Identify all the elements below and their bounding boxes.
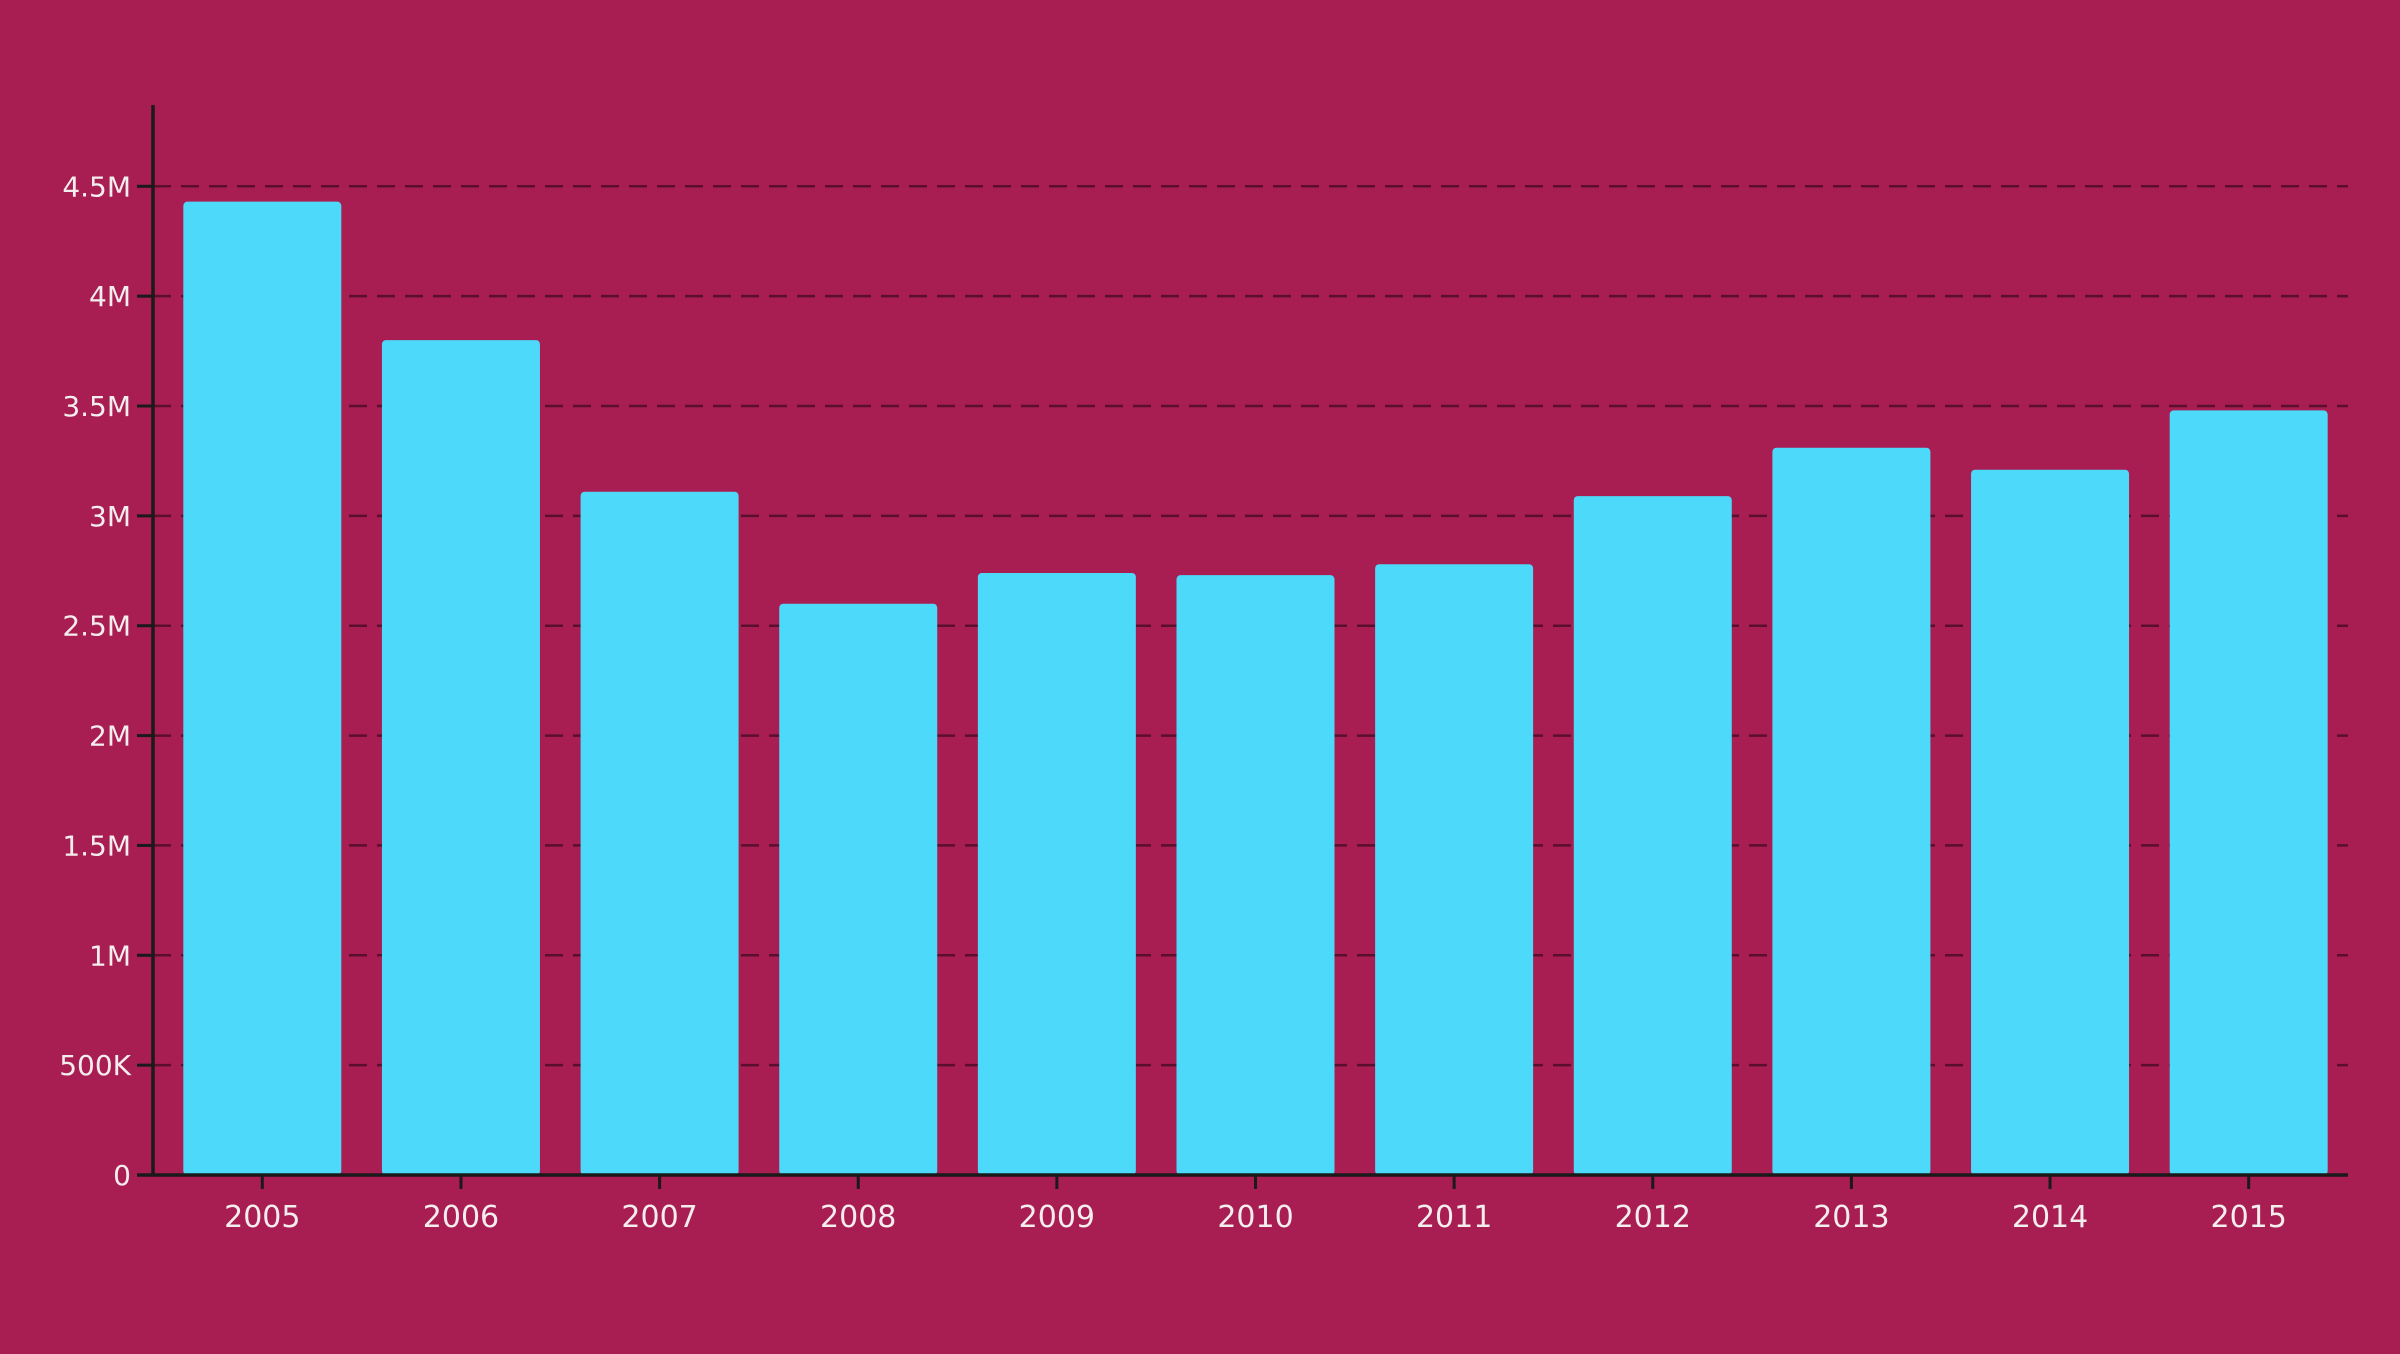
bar-2013 (1772, 447, 1931, 1175)
bar-2005 (183, 201, 342, 1175)
x-tick-label: 2009 (1019, 1200, 1095, 1235)
y-tick-label: 4.5M (62, 170, 131, 203)
bar-2009 (977, 572, 1136, 1175)
y-tick-labels: 0 500K 1M 1.5M 2M 2.5M 3M 3.5M 4M 4.5M (59, 170, 131, 1192)
axes (137, 105, 2348, 1189)
x-tick-label: 2013 (1813, 1200, 1889, 1235)
x-tick-label: 2014 (2012, 1200, 2088, 1235)
y-tick-label: 1M (89, 939, 131, 972)
y-tick-label: 1.5M (62, 829, 131, 862)
bar-2008 (779, 603, 938, 1175)
x-tick-label: 2005 (224, 1200, 300, 1235)
x-tick-label: 2010 (1217, 1200, 1293, 1235)
x-tick-label: 2015 (2211, 1200, 2287, 1235)
x-tick-label: 2006 (423, 1200, 499, 1235)
x-tick-labels: 2005 2006 2007 2008 2009 2010 2011 2012 2013 2014… (224, 1200, 2287, 1235)
bars (183, 201, 2328, 1176)
y-tick-label: 3.5M (62, 390, 131, 423)
x-tick-label: 2007 (621, 1200, 697, 1235)
y-tick-label: 0 (113, 1159, 131, 1192)
x-tick-label: 2012 (1615, 1200, 1691, 1235)
x-tick-label: 2008 (820, 1200, 896, 1235)
y-tick-label: 2M (89, 720, 131, 753)
bar-2012 (1573, 496, 1732, 1176)
y-tick-label: 3M (89, 500, 131, 533)
x-tick-label: 2011 (1416, 1200, 1492, 1235)
bar-2010 (1176, 575, 1335, 1175)
y-tick-label: 2.5M (62, 610, 131, 643)
y-tick-label: 500K (59, 1049, 131, 1082)
bar-2011 (1375, 564, 1534, 1175)
bar-2015 (2169, 410, 2328, 1176)
bar-2007 (580, 491, 739, 1175)
bar-2014 (1971, 469, 2130, 1175)
bar-2006 (381, 340, 540, 1175)
y-tick-label: 4M (89, 280, 131, 313)
